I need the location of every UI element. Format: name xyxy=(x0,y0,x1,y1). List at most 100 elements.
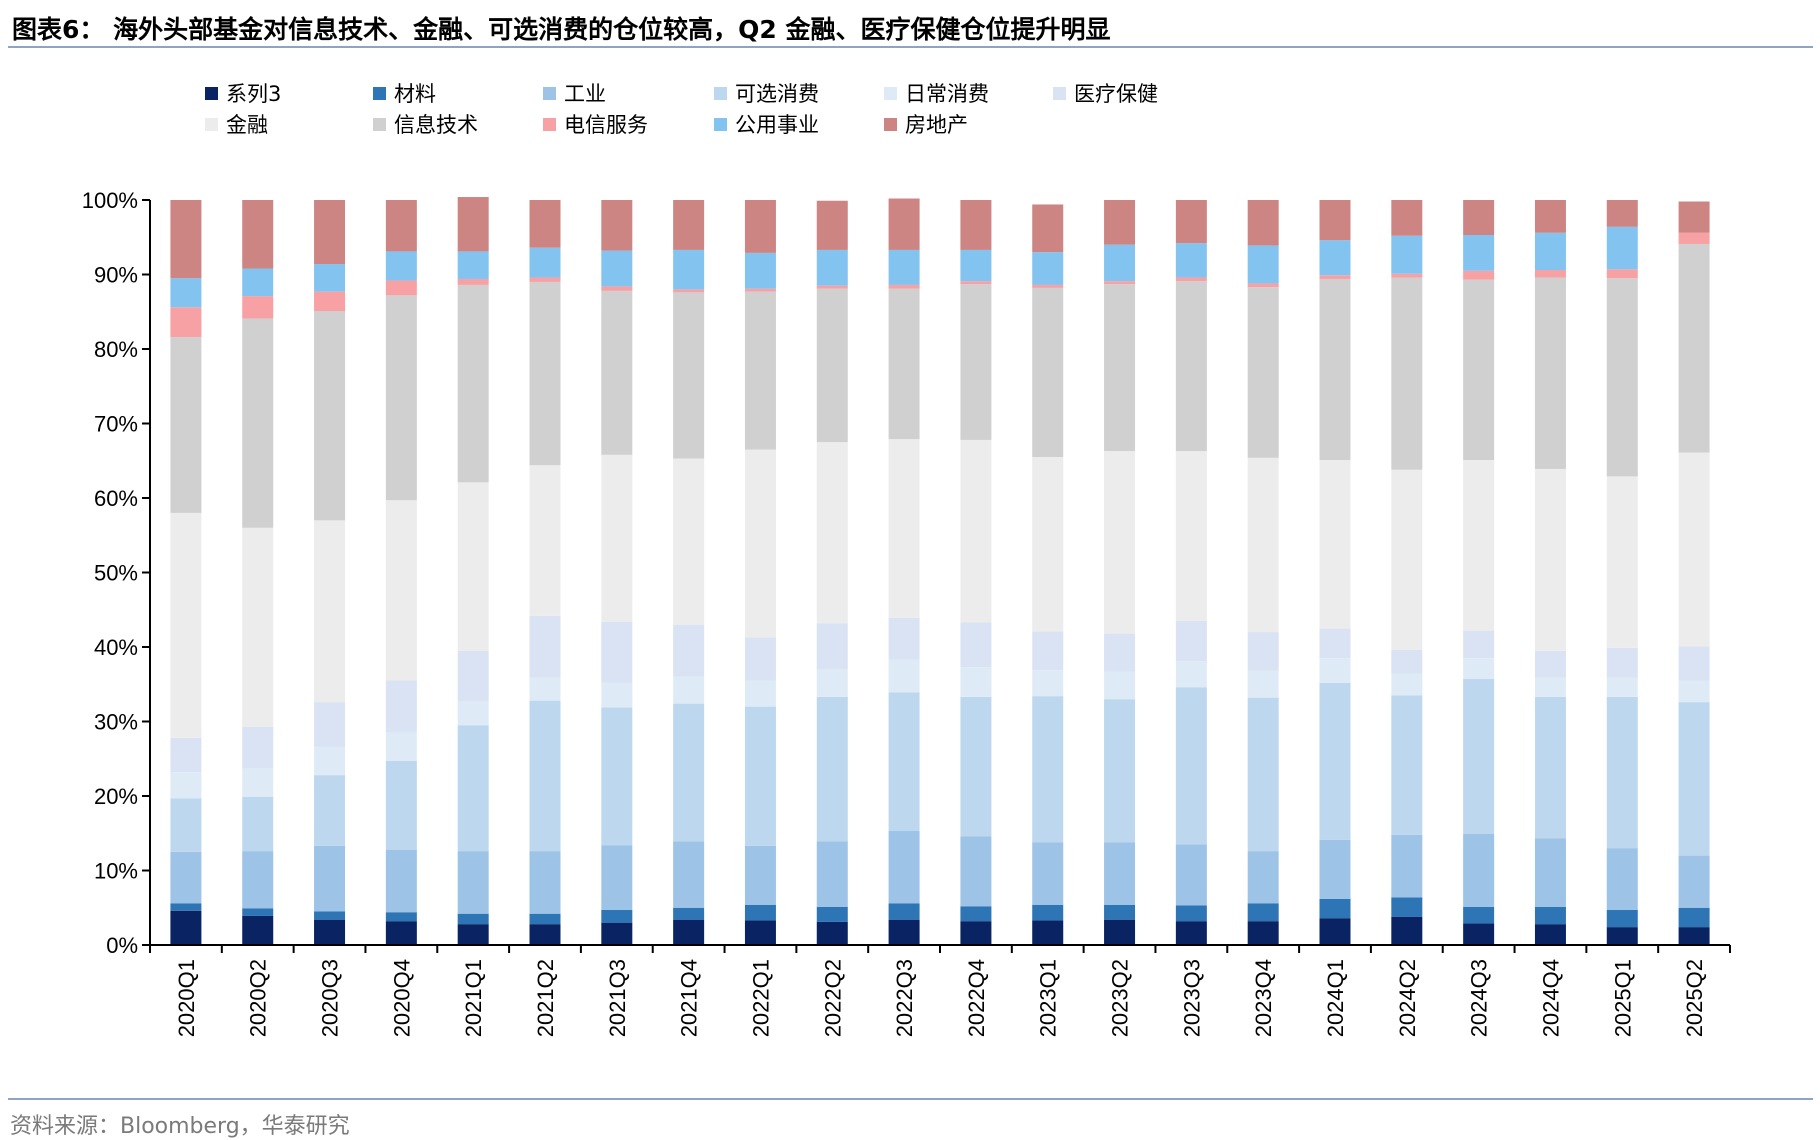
bar-segment xyxy=(1678,927,1710,945)
bar-stack-2020Q1 xyxy=(170,200,202,945)
bar-segment xyxy=(888,831,920,904)
bar-segment xyxy=(457,913,489,925)
bar-segment xyxy=(1104,244,1136,282)
bar-stack-2022Q4 xyxy=(960,200,992,945)
bar-segment xyxy=(1032,457,1064,632)
x-tick-label: 2020Q2 xyxy=(246,959,271,1037)
bar-segment xyxy=(1606,647,1638,678)
bar-segment xyxy=(529,465,561,616)
bar-segment xyxy=(1391,235,1423,274)
bar-segment xyxy=(1032,696,1064,843)
legend-swatch xyxy=(373,118,386,131)
bar-stack-2024Q1 xyxy=(1319,200,1351,945)
y-tick-label: 60% xyxy=(94,486,138,511)
page-title: 图表6： 海外头部基金对信息技术、金融、可选消费的仓位较高，Q2 金融、医疗保健… xyxy=(12,15,1111,44)
bar-segment xyxy=(314,845,346,912)
bar-segment xyxy=(314,702,346,747)
bar-segment xyxy=(529,615,561,678)
bar-segment xyxy=(1247,921,1279,945)
bar-segment xyxy=(242,318,274,528)
x-tick-label: 2021Q2 xyxy=(533,959,558,1037)
bar-segment xyxy=(601,621,633,683)
x-tick-label: 2023Q2 xyxy=(1108,959,1133,1037)
bar-segment xyxy=(1032,920,1064,945)
bar-segment xyxy=(816,442,848,624)
bar-segment xyxy=(170,851,202,904)
bar-segment xyxy=(314,264,346,292)
x-tick-label: 2023Q4 xyxy=(1251,959,1276,1037)
bar-segment xyxy=(1319,839,1351,899)
y-tick-label: 20% xyxy=(94,784,138,809)
bar-segment xyxy=(744,637,776,681)
bar-segment xyxy=(529,677,561,701)
bar-segment xyxy=(960,439,992,623)
bar-segment xyxy=(1175,281,1207,452)
x-tick-label: 2022Q2 xyxy=(820,959,845,1037)
bar-segment xyxy=(673,289,705,293)
bar-segment xyxy=(960,906,992,922)
bar-segment xyxy=(529,700,561,852)
bar-stack-2021Q3 xyxy=(601,200,633,945)
bar-segment xyxy=(1319,240,1351,276)
bar-stack-2024Q4 xyxy=(1534,200,1566,945)
legend-item: 日常消费 xyxy=(884,82,989,106)
bar-segment xyxy=(1606,476,1638,648)
bar-segment xyxy=(1175,200,1207,244)
bar-segment xyxy=(242,726,274,769)
bar-segment xyxy=(1391,897,1423,917)
bar-segment xyxy=(673,703,705,842)
y-axis: 0% 10% 20% 30% 40% 50% 60% 70% 80% 90% 100% xyxy=(82,188,151,958)
legend-swatch xyxy=(543,118,556,131)
bar-segment xyxy=(1463,834,1495,908)
bar-stack-2024Q2 xyxy=(1391,200,1423,945)
legend-item: 公用事业 xyxy=(714,113,819,137)
legend-label: 医疗保健 xyxy=(1074,82,1158,106)
legend-item: 房地产 xyxy=(884,113,968,137)
bar-segment xyxy=(1319,918,1351,945)
bar-segment xyxy=(744,904,776,921)
bar-segment xyxy=(1463,200,1495,236)
bar-segment xyxy=(1463,658,1495,680)
bar-segment xyxy=(888,659,920,693)
legend-label: 公用事业 xyxy=(735,113,819,137)
legend-swatch xyxy=(205,87,218,100)
bar-segment xyxy=(170,737,202,773)
bar-segment xyxy=(457,197,489,252)
legend-item: 系列3 xyxy=(205,82,281,106)
bar-segment xyxy=(1175,661,1207,688)
bar-segment xyxy=(816,907,848,922)
legend-swatch xyxy=(543,87,556,100)
bar-segment xyxy=(242,851,274,909)
bar-segment xyxy=(1678,907,1710,928)
y-tick-label: 0% xyxy=(106,933,138,958)
bar-segment xyxy=(888,198,920,250)
bar-segment xyxy=(1678,702,1710,856)
bar-segment xyxy=(601,922,633,945)
bar-segment xyxy=(1175,620,1207,662)
bar-segment xyxy=(673,249,705,290)
bar-stack-2023Q1 xyxy=(1032,204,1064,945)
bar-segment xyxy=(960,667,992,697)
bar-stack-2025Q2 xyxy=(1678,201,1710,945)
bar-segment xyxy=(1319,682,1351,840)
bar-segment xyxy=(314,200,346,265)
bar-segment xyxy=(1391,273,1423,278)
legend-label: 金融 xyxy=(226,113,268,137)
bar-segment xyxy=(888,249,920,285)
bar-segment xyxy=(314,746,346,776)
bar-segment xyxy=(1678,680,1710,703)
bar-segment xyxy=(1032,252,1064,285)
bar-segment xyxy=(1391,673,1423,696)
bar-segment xyxy=(1678,243,1710,453)
x-tick-label: 2022Q1 xyxy=(748,959,773,1037)
bar-segment xyxy=(242,527,274,727)
bar-segment xyxy=(960,249,992,282)
legend-label: 信息技术 xyxy=(394,113,478,137)
legend-swatch xyxy=(1053,87,1066,100)
y-tick-label: 80% xyxy=(94,337,138,362)
bar-segment xyxy=(601,845,633,910)
bar-segment xyxy=(1678,855,1710,908)
bar-segment xyxy=(888,288,920,440)
bar-segment xyxy=(1247,697,1279,852)
